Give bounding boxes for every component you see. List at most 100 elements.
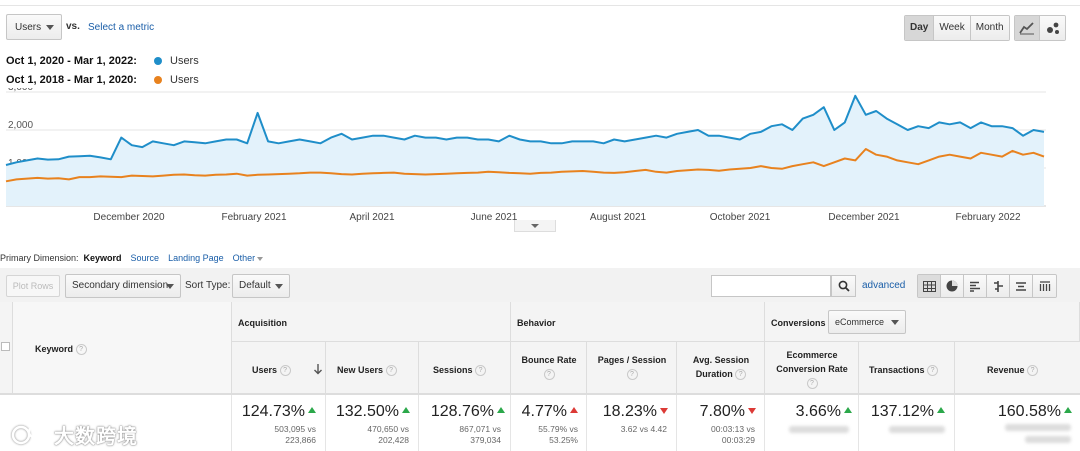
comparison-icon <box>994 280 1003 292</box>
total-users-b: 223,866 <box>285 435 316 445</box>
select-metric-link[interactable]: Select a metric <box>88 22 155 33</box>
x-tick-label: April 2021 <box>349 212 394 223</box>
x-tick-label: December 2020 <box>93 212 165 223</box>
col-users-label: Users ? <box>252 363 291 377</box>
conversions-goal-dropdown[interactable]: eCommerce <box>828 310 906 334</box>
redacted-value <box>889 426 945 433</box>
help-icon[interactable]: ? <box>75 344 87 356</box>
col-sessions[interactable] <box>419 342 511 394</box>
col-new-users[interactable] <box>326 342 419 394</box>
help-icon[interactable]: ? <box>385 365 397 377</box>
watermark-text: 大数跨境 <box>54 426 138 448</box>
total-users-compare: 503,095 vs 223,866 <box>274 424 316 446</box>
dimension-landing-page[interactable]: Landing Page <box>168 253 224 263</box>
total-transactions-change: 137.12% <box>871 403 945 421</box>
term-cloud-view-button[interactable] <box>1010 275 1033 297</box>
keyword-header-text: Keyword <box>35 344 74 354</box>
total-sessions-pct: 128.76% <box>430 403 494 420</box>
month-button[interactable]: Month <box>970 16 1009 40</box>
arrow-up-icon <box>308 406 316 413</box>
secondary-dimension-dropdown[interactable]: Secondary dimension <box>65 274 181 298</box>
col-new-users-text: New Users <box>337 365 384 375</box>
performance-icon <box>970 281 980 292</box>
total-pages-session-cell: 18.23% 3.62 vs 4.42 <box>587 395 677 451</box>
legend-current: Oct 1, 2020 - Mar 1, 2022: Users <box>6 54 199 68</box>
help-icon[interactable]: ? <box>927 365 939 377</box>
chart-type-toggle <box>1014 15 1066 41</box>
conversions-group <box>765 302 1080 342</box>
totals-keyword-cell <box>0 395 232 451</box>
help-icon[interactable]: ? <box>806 378 818 390</box>
line-chart-icon <box>1019 22 1034 35</box>
y-tick-label: 3,000 <box>8 88 33 93</box>
total-sessions-a: 867,071 vs <box>459 424 501 434</box>
table-search-input[interactable] <box>711 275 831 297</box>
help-icon[interactable]: ? <box>475 365 487 377</box>
help-icon[interactable]: ? <box>735 369 747 381</box>
totals-row: 124.73% 503,095 vs 223,866 132.50% 470,65… <box>0 394 1080 451</box>
total-users-change: 124.73% <box>242 403 316 421</box>
data-table-view-button[interactable] <box>918 275 941 297</box>
col-users[interactable] <box>232 342 326 394</box>
help-icon[interactable]: ? <box>626 369 638 381</box>
keyword-header[interactable] <box>13 302 232 394</box>
dimension-source[interactable]: Source <box>130 253 160 263</box>
plot-rows-button[interactable]: Plot Rows <box>6 275 60 297</box>
line-chart-button[interactable] <box>1015 16 1040 40</box>
total-avg-session-a: 00:03:13 vs <box>711 424 755 434</box>
comparison-view-button[interactable] <box>987 275 1010 297</box>
sort-descending-icon[interactable] <box>313 363 323 375</box>
redacted-value <box>1005 424 1071 431</box>
x-tick-label: October 2021 <box>710 212 771 223</box>
total-transactions-cell: 137.12% <box>859 395 955 451</box>
chart-expander[interactable] <box>514 220 556 232</box>
total-avg-session-pct: 7.80% <box>699 403 745 420</box>
col-transactions[interactable] <box>859 342 955 394</box>
search-icon <box>838 280 850 292</box>
advanced-filter-link[interactable]: advanced <box>862 280 906 291</box>
total-revenue-change: 160.58% <box>998 403 1072 421</box>
col-bounce-rate[interactable] <box>511 342 587 394</box>
total-bounce-rate-a: 55.79% vs <box>538 424 578 434</box>
col-new-users-label: New Users ? <box>337 363 397 377</box>
conversions-label: Conversions <box>771 318 826 328</box>
legend-series-name: Users <box>170 74 199 86</box>
arrow-up-icon <box>1064 406 1072 413</box>
performance-view-button[interactable] <box>964 275 987 297</box>
chevron-down-icon <box>166 284 174 289</box>
col-revenue[interactable] <box>955 342 1080 394</box>
motion-chart-button[interactable] <box>1040 16 1065 40</box>
period-toggle: Day Week Month <box>904 15 1010 41</box>
x-tick-label: June 2021 <box>471 212 518 223</box>
help-icon[interactable]: ? <box>1027 365 1039 377</box>
sort-type-dropdown[interactable]: Default <box>232 274 290 298</box>
help-icon[interactable]: ? <box>279 365 291 377</box>
select-all-checkbox[interactable] <box>1 342 10 351</box>
total-bounce-rate-compare: 55.79% vs 53.25% <box>538 424 578 446</box>
total-sessions-change: 128.76% <box>431 403 505 421</box>
total-sessions-b: 379,034 <box>470 435 501 445</box>
pie-view-button[interactable] <box>941 275 964 297</box>
arrow-up-red-icon <box>570 406 578 413</box>
col-avg-session-duration[interactable] <box>677 342 765 394</box>
metric-select[interactable]: Users <box>6 14 62 40</box>
week-button[interactable]: Week <box>934 16 971 40</box>
total-ecom-rate-change: 3.66% <box>796 403 852 421</box>
total-bounce-rate-b: 53.25% <box>549 435 578 445</box>
day-button[interactable]: Day <box>905 16 935 40</box>
legend-dot-blue-icon <box>154 57 162 65</box>
acquisition-label: Acquisition <box>238 318 287 328</box>
dimension-keyword[interactable]: Keyword <box>83 253 122 263</box>
total-revenue-cell: 160.58% <box>955 395 1080 451</box>
report-table: Keyword ? Acquisition Behavior Conversio… <box>0 302 1080 451</box>
dimension-other[interactable]: Other <box>233 253 264 263</box>
col-bounce-rate-text: Bounce Rate <box>521 355 577 365</box>
pivot-view-button[interactable] <box>1033 275 1056 297</box>
legend-range: Oct 1, 2020 - Mar 1, 2022: <box>6 55 137 67</box>
table-view-toggle <box>917 274 1057 298</box>
col-pages-session[interactable] <box>587 342 677 394</box>
total-sessions-compare: 867,071 vs 379,034 <box>459 424 501 446</box>
help-icon[interactable]: ? <box>543 369 555 381</box>
search-button[interactable] <box>831 275 856 297</box>
